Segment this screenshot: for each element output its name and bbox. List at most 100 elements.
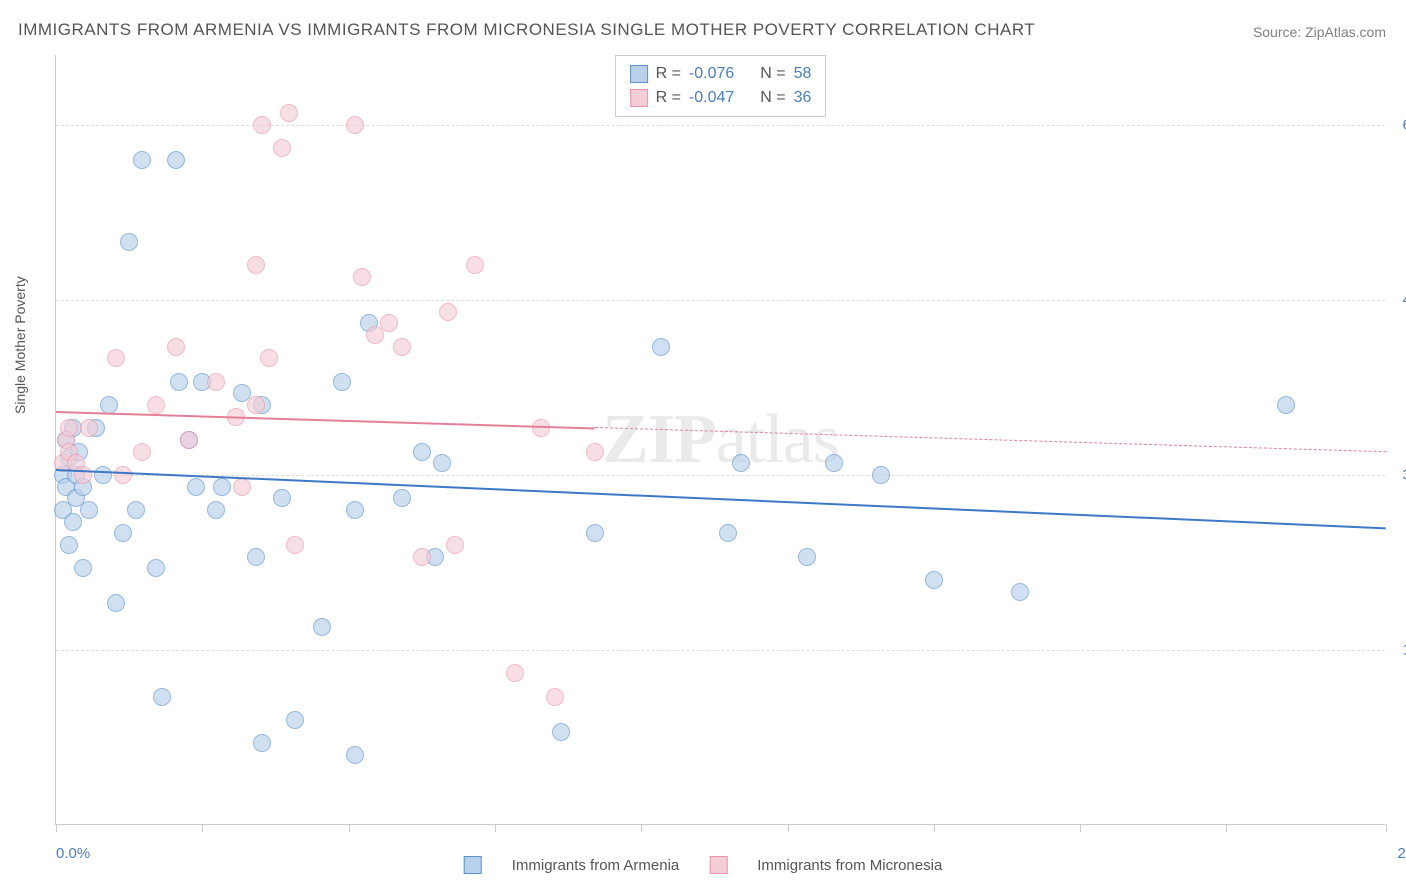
- data-point: [413, 548, 431, 566]
- data-point: [446, 536, 464, 554]
- y-axis-label: Single Mother Poverty: [12, 276, 28, 414]
- data-point: [260, 349, 278, 367]
- data-point: [280, 104, 298, 122]
- data-point: [107, 349, 125, 367]
- stats-legend-box: R = -0.076 N = 58 R = -0.047 N = 36: [615, 55, 827, 117]
- swatch-series-2: [630, 89, 648, 107]
- data-point: [273, 139, 291, 157]
- legend-label-1: Immigrants from Armenia: [512, 857, 680, 874]
- data-point: [120, 233, 138, 251]
- stat-n-value-2: 36: [794, 86, 812, 110]
- data-point: [380, 314, 398, 332]
- data-point: [1011, 583, 1029, 601]
- data-point: [247, 548, 265, 566]
- data-point: [433, 454, 451, 472]
- data-point: [719, 524, 737, 542]
- data-point: [413, 443, 431, 461]
- data-point: [60, 419, 78, 437]
- data-point: [925, 571, 943, 589]
- x-tick: [202, 824, 203, 832]
- data-point: [313, 618, 331, 636]
- data-point: [167, 338, 185, 356]
- data-point: [207, 501, 225, 519]
- data-point: [586, 443, 604, 461]
- stat-r-label: R =: [656, 86, 681, 110]
- data-point: [798, 548, 816, 566]
- data-point: [439, 303, 457, 321]
- gridline: [56, 650, 1385, 651]
- stats-row-2: R = -0.047 N = 36: [630, 86, 812, 110]
- data-point: [1277, 396, 1295, 414]
- data-point: [546, 688, 564, 706]
- data-point: [253, 734, 271, 752]
- data-point: [652, 338, 670, 356]
- data-point: [80, 419, 98, 437]
- stat-n-label: N =: [760, 86, 785, 110]
- data-point: [133, 151, 151, 169]
- x-tick: [495, 824, 496, 832]
- legend-swatch-1: [464, 856, 482, 874]
- stat-r-value-1: -0.076: [689, 62, 734, 86]
- x-tick: [641, 824, 642, 832]
- data-point: [170, 373, 188, 391]
- legend-swatch-2: [709, 856, 727, 874]
- y-tick-label: 15.0%: [1402, 642, 1406, 659]
- data-point: [233, 478, 251, 496]
- data-point: [346, 501, 364, 519]
- data-point: [213, 478, 231, 496]
- data-point: [167, 151, 185, 169]
- x-tick-label: 0.0%: [56, 845, 90, 862]
- data-point: [872, 466, 890, 484]
- data-point: [114, 466, 132, 484]
- data-point: [153, 688, 171, 706]
- x-tick: [1080, 824, 1081, 832]
- x-tick: [1386, 824, 1387, 832]
- trend-line: [56, 411, 595, 430]
- data-point: [532, 419, 550, 437]
- data-point: [247, 396, 265, 414]
- data-point: [147, 559, 165, 577]
- data-point: [180, 431, 198, 449]
- data-point: [247, 256, 265, 274]
- data-point: [333, 373, 351, 391]
- data-point: [100, 396, 118, 414]
- data-point: [286, 536, 304, 554]
- data-point: [74, 559, 92, 577]
- data-point: [825, 454, 843, 472]
- chart-title: IMMIGRANTS FROM ARMENIA VS IMMIGRANTS FR…: [18, 20, 1035, 40]
- x-tick-label: 20.0%: [1397, 845, 1406, 862]
- legend-label-2: Immigrants from Micronesia: [757, 857, 942, 874]
- chart-area: ZIPatlas R = -0.076 N = 58 R = -0.047 N …: [55, 55, 1385, 825]
- stat-n-label: N =: [760, 62, 785, 86]
- watermark: ZIPatlas: [602, 400, 839, 480]
- watermark-bold: ZIP: [602, 401, 716, 478]
- data-point: [80, 501, 98, 519]
- x-tick: [788, 824, 789, 832]
- x-tick: [1226, 824, 1227, 832]
- data-point: [74, 466, 92, 484]
- data-point: [114, 524, 132, 542]
- trend-line: [595, 427, 1386, 452]
- data-point: [353, 268, 371, 286]
- x-tick: [934, 824, 935, 832]
- stat-r-label: R =: [656, 62, 681, 86]
- swatch-series-1: [630, 65, 648, 83]
- data-point: [253, 116, 271, 134]
- stat-n-value-1: 58: [794, 62, 812, 86]
- data-point: [393, 338, 411, 356]
- data-point: [506, 664, 524, 682]
- gridline: [56, 300, 1385, 301]
- data-point: [286, 711, 304, 729]
- data-point: [552, 723, 570, 741]
- data-point: [147, 396, 165, 414]
- data-point: [393, 489, 411, 507]
- data-point: [60, 536, 78, 554]
- data-point: [732, 454, 750, 472]
- data-point: [187, 478, 205, 496]
- gridline: [56, 475, 1385, 476]
- data-point: [273, 489, 291, 507]
- data-point: [64, 513, 82, 531]
- x-tick: [56, 824, 57, 832]
- stats-row-1: R = -0.076 N = 58: [630, 62, 812, 86]
- data-point: [346, 746, 364, 764]
